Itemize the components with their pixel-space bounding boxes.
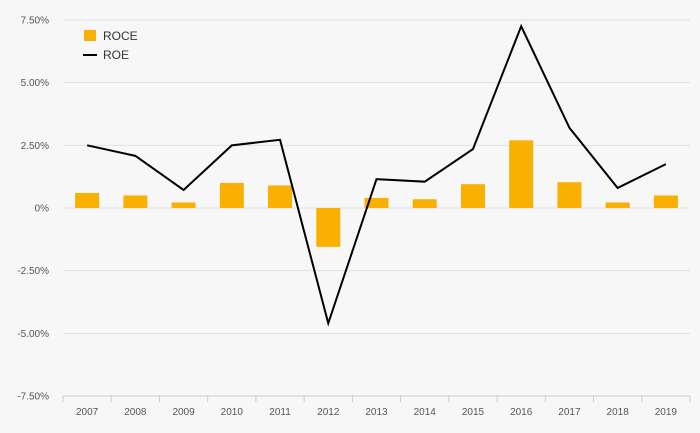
roce-bars [75, 140, 678, 247]
roce-bar [75, 192, 100, 208]
x-tick-label: 2018 [607, 407, 630, 418]
roce-bar [605, 202, 630, 208]
y-tick-label: -7.50% [17, 392, 49, 403]
roce-bar [460, 184, 485, 208]
legend-roce-swatch [84, 30, 96, 41]
y-tick-label: 2.50% [21, 141, 49, 152]
x-tick-label: 2012 [317, 407, 340, 418]
y-tick-label: -5.00% [17, 329, 49, 340]
roce-bar [412, 199, 437, 208]
roe-line [86, 23, 667, 327]
x-tick-label: 2007 [76, 407, 99, 418]
roce-bar [653, 195, 678, 208]
x-tick-label: 2011 [269, 407, 291, 418]
x-tick-label: 2016 [510, 407, 533, 418]
y-tick-label: 5.00% [21, 78, 49, 89]
roce-bar [123, 195, 148, 208]
x-tick-label: 2014 [414, 407, 437, 418]
legend-roe-label: ROE [103, 48, 129, 62]
roce-bar [316, 208, 341, 247]
x-tick-label: 2017 [558, 407, 581, 418]
legend: ROCE ROE [83, 29, 138, 62]
x-tick-label: 2013 [365, 407, 388, 418]
x-tick-label: 2019 [655, 407, 678, 418]
axes: 7.50% 5.00% 2.50% 0% -2.50% -5.00% -7.50% 2007 2… [17, 16, 691, 418]
y-tick-label: 7.50% [21, 16, 49, 27]
roce-bar [219, 182, 244, 208]
x-tick-label: 2015 [462, 407, 485, 418]
roce-bar [509, 140, 534, 208]
x-tick-label: 2008 [124, 407, 147, 418]
legend-roce-label: ROCE [103, 29, 138, 43]
x-tick-label: 2010 [221, 407, 244, 418]
roce-bar [171, 202, 196, 208]
roce-bar [557, 182, 582, 208]
roce-bar [364, 197, 389, 208]
roce-bar [268, 185, 293, 208]
y-tick-label: -2.50% [17, 266, 49, 277]
roe-line-group [86, 23, 667, 327]
y-tick-label: 0% [35, 204, 50, 215]
x-tick-label: 2009 [172, 407, 195, 418]
